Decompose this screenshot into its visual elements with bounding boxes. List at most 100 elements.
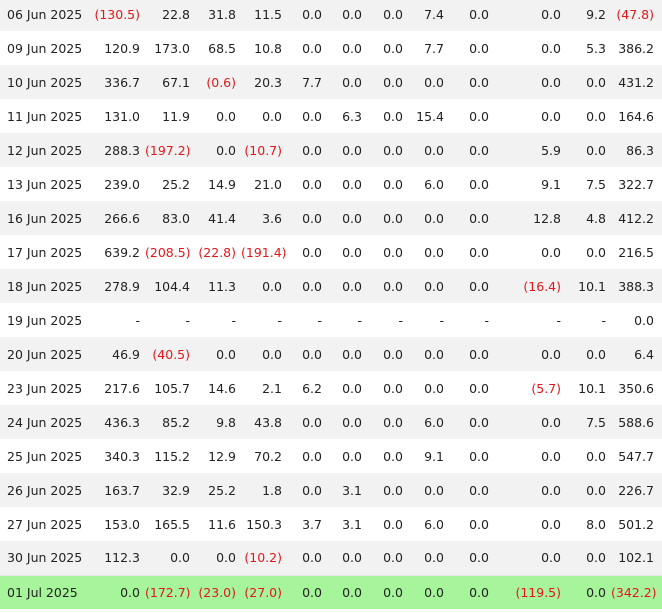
row-date: 11 Jun 2025 <box>0 99 92 133</box>
row-value-col-3: 9.8 <box>195 405 241 439</box>
row-value-col-5: - <box>287 303 327 337</box>
row-value-col-9: 0.0 <box>449 507 494 541</box>
row-value-col-3: 14.9 <box>195 167 241 201</box>
row-value-col-5: 0.0 <box>287 269 327 303</box>
row-value-col-10: 12.8 <box>494 201 566 235</box>
row-value-col-9: 0.0 <box>449 269 494 303</box>
row-value-col-1: 239.0 <box>92 167 145 201</box>
row-value-col-11: 0.0 <box>566 473 611 507</box>
row-value-col-10: 5.9 <box>494 133 566 167</box>
row-value-col-2: 0.0 <box>145 541 195 575</box>
row-value-col-2: 32.9 <box>145 473 195 507</box>
row-date: 24 Jun 2025 <box>0 405 92 439</box>
row-value-col-1: 266.6 <box>92 201 145 235</box>
row-value-col-5: 0.0 <box>287 574 327 609</box>
row-value-col-8: 0.0 <box>408 235 449 269</box>
row-value-col-3: (0.6) <box>195 65 241 99</box>
row-value-col-1: 288.3 <box>92 133 145 167</box>
row-value-col-9: 0.0 <box>449 133 494 167</box>
row-value-col-10: 0.0 <box>494 439 566 473</box>
row-value-col-2: 165.5 <box>145 507 195 541</box>
row-value-col-7: 0.0 <box>367 473 408 507</box>
row-value-col-2: (208.5) <box>145 235 195 269</box>
row-value-col-1: 278.9 <box>92 269 145 303</box>
row-value-col-6: 0.0 <box>327 65 367 99</box>
row-value-col-1: 120.9 <box>92 31 145 65</box>
row-value-col-5: 0.0 <box>287 337 327 371</box>
row-value-col-5: 0.0 <box>287 133 327 167</box>
row-value-col-9: - <box>449 303 494 337</box>
row-value-col-6: 6.3 <box>327 99 367 133</box>
row-value-col-12: (342.2) <box>611 574 662 609</box>
row-value-col-6: 0.0 <box>327 167 367 201</box>
row-value-col-11: 0.0 <box>566 99 611 133</box>
row-value-col-6: 0.0 <box>327 201 367 235</box>
table-row: 06 Jun 2025 (130.5) 22.8 31.8 11.5 0.0 0.0 0.0 7… <box>0 0 662 31</box>
row-value-col-2: (172.7) <box>145 574 195 609</box>
row-value-col-11: 0.0 <box>566 337 611 371</box>
table-row: 19 Jun 2025- - - - - - - - - - -0.0 <box>0 303 662 337</box>
row-value-col-11: 5.3 <box>566 31 611 65</box>
row-value-col-10: 0.0 <box>494 0 566 31</box>
row-value-col-2: (40.5) <box>145 337 195 371</box>
row-value-col-1: 340.3 <box>92 439 145 473</box>
row-value-col-4: 2.1 <box>241 371 287 405</box>
row-value-col-6: - <box>327 303 367 337</box>
row-value-col-11: 10.1 <box>566 269 611 303</box>
row-value-col-9: 0.0 <box>449 201 494 235</box>
row-value-col-11: 0.0 <box>566 65 611 99</box>
row-value-col-5: 6.2 <box>287 371 327 405</box>
row-value-col-1: 639.2 <box>92 235 145 269</box>
row-value-col-2: 104.4 <box>145 269 195 303</box>
table-row: 10 Jun 2025 336.7 67.1 (0.6) 20.3 7.7 0.0 0.0 0.… <box>0 65 662 99</box>
row-value-col-11: 10.1 <box>566 371 611 405</box>
row-value-col-11: 0.0 <box>566 235 611 269</box>
row-value-col-12: 86.3 <box>611 133 662 167</box>
row-value-col-2: 115.2 <box>145 439 195 473</box>
row-date: 13 Jun 2025 <box>0 167 92 201</box>
row-value-col-3: 0.0 <box>195 133 241 167</box>
row-value-col-8: 7.7 <box>408 31 449 65</box>
row-value-col-4: (27.0) <box>241 574 287 609</box>
row-value-col-7: 0.0 <box>367 31 408 65</box>
row-value-col-2: 11.9 <box>145 99 195 133</box>
row-value-col-8: 0.0 <box>408 65 449 99</box>
row-value-col-3: - <box>195 303 241 337</box>
row-date: 18 Jun 2025 <box>0 269 92 303</box>
row-value-col-7: 0.0 <box>367 65 408 99</box>
row-value-col-3: 0.0 <box>195 541 241 575</box>
row-date: 09 Jun 2025 <box>0 31 92 65</box>
row-date: 17 Jun 2025 <box>0 235 92 269</box>
row-value-col-9: 0.0 <box>449 0 494 31</box>
row-value-col-5: 0.0 <box>287 405 327 439</box>
row-value-col-5: 0.0 <box>287 0 327 31</box>
row-value-col-4: 21.0 <box>241 167 287 201</box>
row-value-col-8: - <box>408 303 449 337</box>
row-value-col-7: 0.0 <box>367 99 408 133</box>
row-value-col-12: 388.3 <box>611 269 662 303</box>
row-value-col-5: 3.7 <box>287 507 327 541</box>
row-value-col-7: 0.0 <box>367 371 408 405</box>
row-value-col-6: 3.1 <box>327 473 367 507</box>
row-value-col-7: - <box>367 303 408 337</box>
row-value-col-10: 0.0 <box>494 235 566 269</box>
row-value-col-8: 7.4 <box>408 0 449 31</box>
table-row: 09 Jun 2025 120.9 173.0 68.5 10.8 0.0 0.0 0.0 7.… <box>0 31 662 65</box>
row-value-col-6: 0.0 <box>327 31 367 65</box>
row-value-col-2: 105.7 <box>145 371 195 405</box>
row-value-col-1: - <box>92 303 145 337</box>
row-value-col-12: 386.2 <box>611 31 662 65</box>
row-value-col-12: 102.1 <box>611 541 662 575</box>
row-value-col-1: (130.5) <box>92 0 145 31</box>
row-value-col-2: 85.2 <box>145 405 195 439</box>
row-value-col-4: 0.0 <box>241 99 287 133</box>
row-value-col-10: 0.0 <box>494 541 566 575</box>
row-value-col-10: 0.0 <box>494 31 566 65</box>
row-value-col-8: 0.0 <box>408 371 449 405</box>
row-value-col-6: 0.0 <box>327 133 367 167</box>
row-value-col-1: 336.7 <box>92 65 145 99</box>
row-value-col-6: 0.0 <box>327 269 367 303</box>
table-row: 26 Jun 2025 163.7 32.9 25.2 1.8 0.0 3.1 0.0 0.0 0… <box>0 473 662 507</box>
row-value-col-11: 4.8 <box>566 201 611 235</box>
table-row: 27 Jun 2025 153.0 165.5 11.6 150.3 3.7 3.1 0.0 6… <box>0 507 662 541</box>
